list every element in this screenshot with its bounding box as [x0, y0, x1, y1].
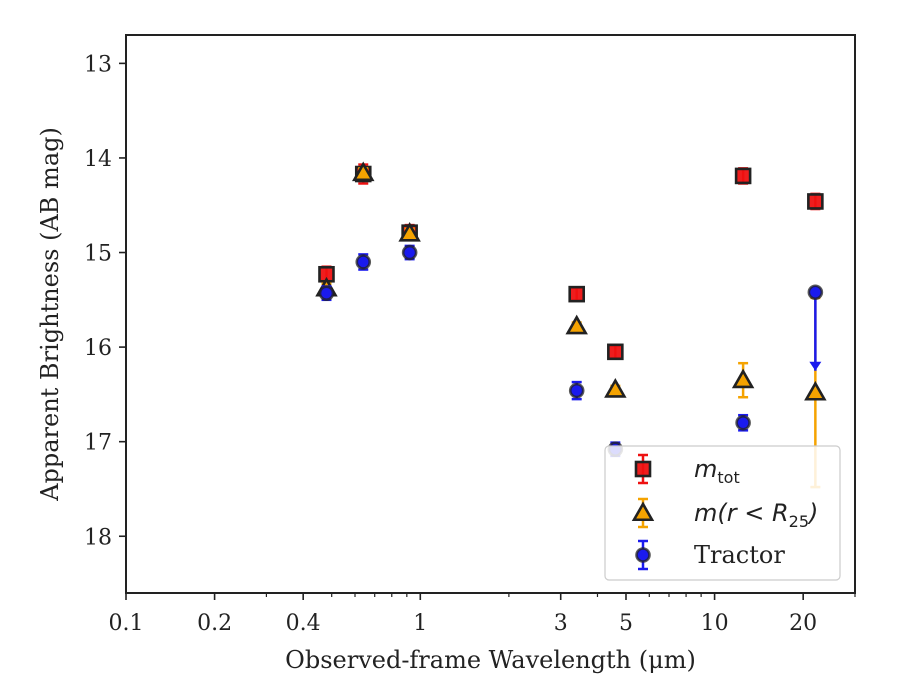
- upper-limit-arrow: [809, 361, 822, 371]
- data-point-circle: [568, 382, 585, 399]
- plot-frame: [125, 34, 856, 594]
- x-tick-label: 10: [701, 611, 729, 636]
- x-tick-label: 20: [789, 611, 817, 636]
- y-tick-label: 18: [84, 525, 112, 550]
- data-point-triangle: [565, 314, 588, 335]
- data-point-circle: [735, 414, 751, 431]
- x-tick-label: 1: [413, 611, 427, 636]
- data-point-circle: [807, 284, 824, 301]
- legend-label: m(r < R25): [694, 499, 818, 531]
- data-point-triangle: [352, 161, 375, 182]
- data-point-triangle: [731, 368, 755, 389]
- y-tick-label: 15: [84, 242, 112, 267]
- data-point-square: [734, 167, 752, 185]
- y-tick-label: 17: [84, 431, 112, 456]
- legend: mtot m(r < R25) Tractor: [604, 445, 841, 581]
- data-point-triangle: [804, 380, 827, 401]
- legend-label: mtot: [694, 455, 740, 487]
- y-tick-label: 16: [84, 336, 112, 361]
- series-circle: [318, 244, 824, 458]
- legend-marker-square: [634, 460, 652, 478]
- data-point-square: [568, 285, 586, 303]
- data-point-square: [807, 193, 824, 210]
- data-point-triangle: [604, 378, 627, 398]
- data-point-circle: [318, 285, 335, 301]
- legend-marker-circle: [635, 547, 651, 563]
- y-axis-title: Apparent Brightness (AB mag): [36, 127, 64, 502]
- data-point-circle: [401, 244, 418, 261]
- x-tick-label: 0.4: [286, 611, 321, 636]
- x-tick-label: 0.2: [197, 611, 232, 636]
- x-axis-title: Observed-frame Wavelength (μm): [285, 646, 696, 674]
- x-tick-label: 0.1: [109, 611, 144, 636]
- x-tick-label: 3: [554, 611, 568, 636]
- x-tick-label: 5: [619, 611, 633, 636]
- data-marks: [315, 161, 827, 489]
- data-point-square: [607, 343, 624, 361]
- legend-label: Tractor: [694, 541, 785, 569]
- series-triangle: [315, 161, 827, 489]
- y-tick-label: 14: [84, 147, 112, 172]
- data-point-triangle: [398, 221, 421, 242]
- legend-box: [604, 445, 841, 581]
- legend-marker-triangle: [631, 501, 655, 522]
- data-point-circle: [355, 254, 372, 270]
- y-tick-label: 13: [84, 52, 112, 77]
